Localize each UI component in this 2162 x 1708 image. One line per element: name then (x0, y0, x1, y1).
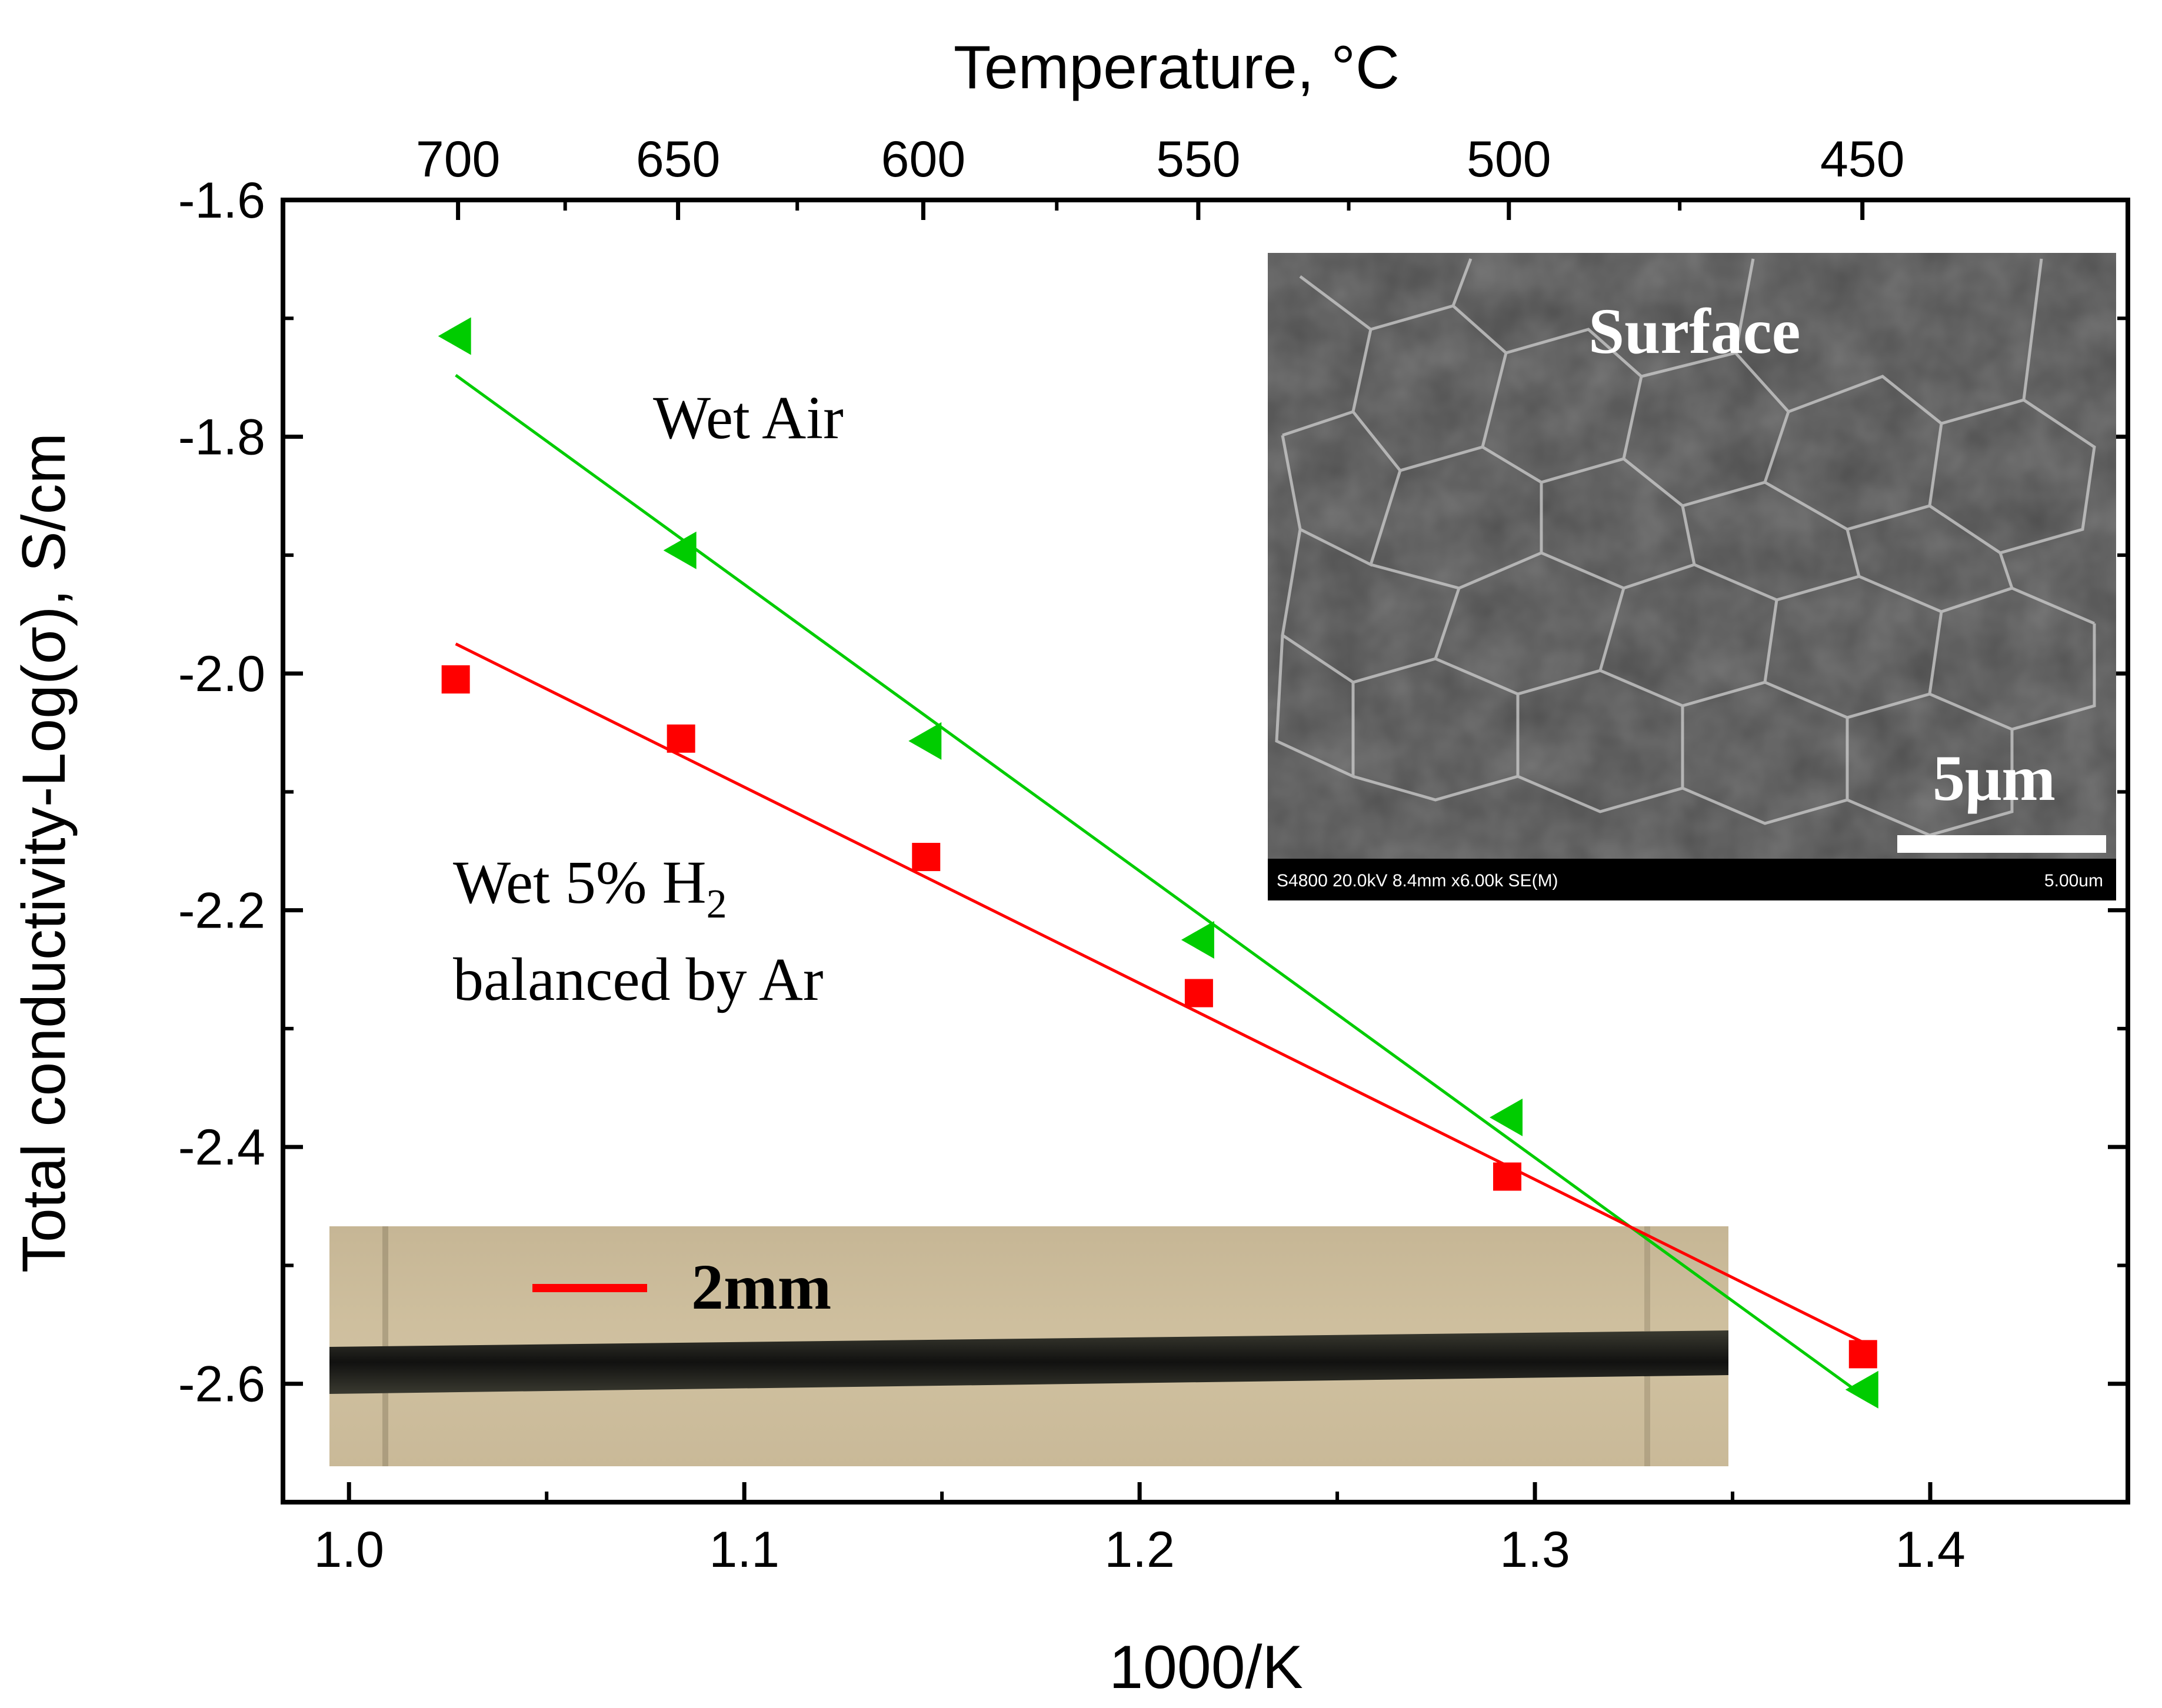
photo-scale-label: 2mm (691, 1251, 831, 1323)
h2-annotation-line2: balanced by Ar (453, 946, 824, 1013)
top-axis-ticks: 700 650 600 550 500 450 (416, 131, 1905, 220)
top-axis-title: Temperature, °C (954, 34, 1400, 102)
wet-air-data-point (438, 317, 471, 355)
sem-micrograph-inset: S4800 20.0kV 8.4mm x6.00k SE(M) 5.00um S… (1268, 253, 2116, 900)
plot-frame (281, 198, 2130, 1504)
top-tick-label: 600 (881, 131, 966, 188)
x-axis-title: 1000/K (1109, 1633, 1303, 1702)
top-tick-label: 550 (1156, 131, 1241, 188)
y-tick-label: -2.6 (178, 1356, 265, 1413)
data-layer (438, 317, 1878, 1409)
h2-data-point (1493, 1162, 1522, 1191)
h2-annotation-subscript: 2 (707, 882, 727, 927)
x-tick-label: 1.3 (1500, 1522, 1570, 1578)
top-tick-label: 700 (416, 131, 501, 188)
sem-info-bar (1268, 859, 2116, 900)
sem-scale-bar (1897, 835, 2106, 853)
sem-footer-right: 5.00um (2044, 871, 2103, 890)
top-tick-label: 500 (1467, 131, 1551, 188)
y-tick-label: -2.0 (178, 646, 265, 702)
h2-fit-line (455, 642, 1864, 1344)
y-tick-label: -1.6 (178, 172, 265, 229)
top-tick-label: 650 (636, 131, 721, 188)
y-tick-label: -2.2 (178, 883, 265, 939)
h2-data-point (441, 665, 470, 694)
x-tick-label: 1.4 (1895, 1522, 1966, 1578)
wet-air-data-point (1490, 1098, 1523, 1136)
x-tick-label: 1.0 (314, 1522, 384, 1578)
y-axis-ticks: -1.6 -1.8 -2.0 -2.2 -2.4 -2.6 (178, 172, 2128, 1504)
h2-annotation-line1: Wet 5% H2 (453, 849, 727, 927)
x-tick-label: 1.2 (1104, 1522, 1175, 1578)
h2-data-point (912, 843, 941, 872)
sample-photo-inset: 2mm (329, 1226, 1728, 1466)
h2-annotation-prefix: Wet 5% H (453, 849, 707, 916)
h2-data-point (667, 724, 695, 753)
x-tick-label: 1.1 (709, 1522, 779, 1578)
sem-scale-label: 5μm (1933, 742, 2056, 814)
y-tick-label: -1.8 (178, 409, 265, 466)
y-axis-title: Total conductivity-Log(σ), S/cm (10, 433, 78, 1273)
sem-footer-left: S4800 20.0kV 8.4mm x6.00k SE(M) (1277, 871, 1558, 890)
wet-air-data-point (908, 722, 942, 760)
wet-air-annotation: Wet Air (653, 384, 844, 452)
top-tick-label: 450 (1820, 131, 1905, 188)
wet-air-data-point (663, 531, 697, 569)
h2-data-point (1184, 979, 1213, 1008)
x-axis-ticks: 1.0 1.1 1.2 1.3 1.4 (314, 1482, 1966, 1578)
ceramic-rod (329, 1330, 1728, 1394)
wet-air-data-point (1845, 1370, 1878, 1409)
grain-boundaries (1275, 258, 2096, 837)
sem-surface-label: Surface (1588, 295, 1800, 367)
h2-data-point (1848, 1340, 1877, 1369)
y-tick-label: -2.4 (178, 1119, 265, 1176)
wet-air-data-point (1181, 920, 1214, 959)
